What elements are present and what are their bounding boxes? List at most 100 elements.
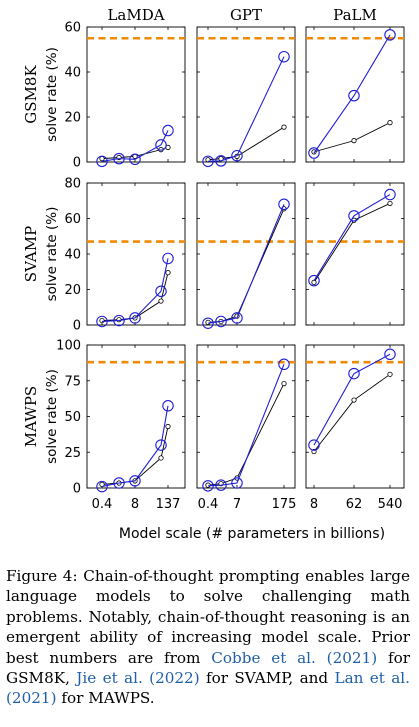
x-tick-label: 8 bbox=[310, 497, 318, 512]
chain-of-thought-point bbox=[202, 480, 214, 492]
chain-of-thought-point bbox=[96, 480, 108, 493]
standard-prompting-point bbox=[205, 482, 211, 488]
chain-of-thought-point bbox=[155, 139, 167, 151]
chain-of-thought-point bbox=[129, 312, 141, 324]
x-tick-label: 0.4 bbox=[198, 497, 219, 512]
x-axis-label: Model scale (# parameters in billions) bbox=[119, 526, 385, 542]
chain-of-thought-point bbox=[308, 274, 320, 287]
standard-prompting-point bbox=[351, 138, 357, 144]
chain-of-thought-point bbox=[96, 315, 108, 328]
x-tick-label: 8 bbox=[131, 497, 139, 512]
chain-of-thought-point bbox=[231, 149, 243, 162]
panel-frame bbox=[196, 182, 296, 326]
chain-of-thought-point bbox=[384, 29, 396, 41]
chain-of-thought-point bbox=[96, 155, 108, 168]
caption-mid-1: for GSM8K, bbox=[6, 648, 410, 688]
chain-of-thought-point bbox=[155, 285, 167, 298]
chain-of-thought-point bbox=[162, 252, 174, 265]
y-tick-label: 20 bbox=[64, 111, 81, 126]
chain-of-thought-point bbox=[129, 153, 141, 166]
y-tick-label: 60 bbox=[64, 21, 81, 36]
x-tick-label: 175 bbox=[272, 497, 297, 512]
chain-of-thought-point bbox=[202, 317, 214, 329]
y-tick-label: 100 bbox=[56, 339, 81, 354]
standard-prompting-point bbox=[351, 397, 357, 403]
column-title-gpt: GPT bbox=[230, 6, 262, 24]
standard-prompting-line bbox=[313, 203, 391, 283]
standard-prompting-point bbox=[387, 120, 393, 126]
chain-of-thought-line bbox=[313, 194, 391, 281]
chain-of-thought-point bbox=[231, 477, 243, 489]
y-axis-label: solve rate (%) bbox=[44, 207, 60, 302]
standard-prompting-point bbox=[99, 317, 105, 324]
y-tick-label: 20 bbox=[64, 283, 81, 298]
chain-of-thought-point bbox=[113, 477, 125, 489]
x-tick-label: 62 bbox=[346, 497, 363, 512]
y-tick-label: 0 bbox=[73, 156, 81, 171]
chain-of-thought-line bbox=[207, 364, 285, 487]
chain-of-thought-point bbox=[162, 400, 174, 412]
y-tick-label: 0 bbox=[73, 319, 81, 334]
panel-frame bbox=[86, 26, 186, 163]
caption-tail: for MAWPS. bbox=[56, 689, 155, 708]
caption-lead: Figure 4: Chain-of-thought prompting ena… bbox=[6, 567, 410, 667]
standard-prompting-point bbox=[165, 270, 171, 276]
standard-prompting-point bbox=[205, 319, 211, 325]
chain-of-thought-point bbox=[215, 315, 227, 328]
chain-of-thought-line bbox=[207, 204, 285, 324]
chain-of-thought-point bbox=[215, 155, 227, 167]
standard-prompting-point bbox=[158, 298, 164, 304]
x-tick-label: 7 bbox=[233, 497, 241, 512]
chain-of-thought-point bbox=[129, 475, 141, 487]
column-title-lamda: LaMDA bbox=[107, 6, 164, 24]
chain-of-thought-point bbox=[348, 210, 360, 222]
panel-frame bbox=[305, 344, 405, 489]
chain-of-thought-point bbox=[384, 188, 396, 201]
standard-prompting-line bbox=[207, 126, 285, 161]
panel-frame bbox=[196, 26, 296, 163]
standard-prompting-point bbox=[116, 317, 122, 323]
y-tick-label: 60 bbox=[64, 212, 81, 227]
standard-prompting-point bbox=[387, 371, 393, 377]
standard-prompting-point bbox=[165, 423, 171, 430]
chain-of-thought-point bbox=[155, 439, 167, 451]
y-tick-label: 40 bbox=[64, 248, 81, 263]
figure-caption: Figure 4: Chain-of-thought prompting ena… bbox=[6, 566, 410, 709]
chain-of-thought-point bbox=[384, 348, 396, 361]
citation-jie[interactable]: Jie et al. (2022) bbox=[76, 669, 200, 688]
citation-cobbe[interactable]: Cobbe et al. (2021) bbox=[211, 648, 378, 667]
y-tick-label: 25 bbox=[64, 446, 81, 461]
chain-of-thought-point bbox=[348, 89, 360, 102]
standard-prompting-line bbox=[207, 208, 285, 323]
y-axis-label: solve rate (%) bbox=[44, 369, 60, 464]
standard-prompting-point bbox=[281, 124, 287, 130]
row-label-svamp: SVAMP bbox=[22, 226, 40, 282]
chain-of-thought-point bbox=[113, 314, 125, 327]
standard-prompting-point bbox=[311, 279, 317, 285]
standard-prompting-point bbox=[99, 156, 105, 162]
standard-prompting-line bbox=[101, 272, 169, 322]
panel-frame bbox=[86, 344, 186, 489]
chain-of-thought-point bbox=[278, 50, 290, 63]
citation-lan[interactable]: Lan et al. (2021) bbox=[6, 669, 410, 708]
x-tick-label: 137 bbox=[156, 497, 181, 512]
chain-of-thought-line bbox=[313, 353, 391, 446]
chain-of-thought-point bbox=[308, 439, 320, 451]
panel-frame bbox=[196, 344, 296, 489]
chain-of-thought-point bbox=[348, 367, 360, 380]
chain-of-thought-line bbox=[207, 56, 285, 162]
standard-prompting-point bbox=[281, 381, 287, 387]
y-tick-label: 50 bbox=[64, 410, 81, 425]
chain-of-thought-point bbox=[278, 198, 290, 211]
chain-of-thought-point bbox=[231, 312, 243, 324]
standard-prompting-point bbox=[158, 455, 164, 461]
standard-prompting-point bbox=[99, 481, 105, 488]
chain-of-thought-line bbox=[101, 405, 169, 488]
x-tick-label: 0.4 bbox=[92, 497, 113, 512]
y-axis-label: solve rate (%) bbox=[44, 47, 60, 142]
chain-of-thought-point bbox=[202, 155, 214, 168]
standard-prompting-point bbox=[387, 200, 393, 207]
standard-prompting-line bbox=[207, 383, 285, 486]
column-title-palm: PaLM bbox=[333, 6, 377, 24]
